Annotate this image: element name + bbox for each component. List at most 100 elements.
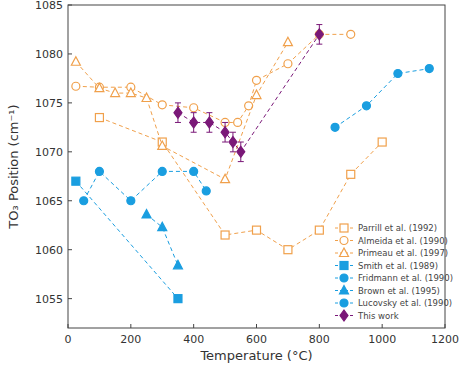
legend-marker (340, 262, 348, 270)
data-point (315, 226, 323, 234)
y-tick-label: 1085 (35, 0, 63, 12)
legend-marker (340, 224, 348, 232)
y-tick-label: 1075 (35, 97, 63, 110)
error-cap (175, 122, 181, 123)
error-cap (222, 142, 228, 143)
legend-marker (340, 237, 348, 245)
y-tick (68, 200, 72, 201)
x-tick (319, 324, 320, 328)
error-cap (191, 132, 197, 133)
data-point (111, 88, 120, 97)
x-tick-label: 0 (65, 333, 72, 346)
data-point (158, 222, 167, 231)
data-point (190, 167, 198, 175)
y-tick-label: 1065 (35, 195, 63, 208)
error-bar (230, 132, 236, 152)
legend-marker (340, 299, 348, 307)
legend: Parrill et al. (1992) Almeida et al. (199… (333, 220, 453, 324)
x-tick-label: 1000 (368, 333, 396, 346)
data-point (173, 260, 182, 269)
legend-label: Lucovsky et al. (1990) (358, 298, 452, 308)
y-tick (68, 102, 72, 103)
data-point (253, 226, 261, 234)
data-point (142, 93, 151, 102)
error-cap (316, 44, 322, 45)
series-line (76, 34, 351, 122)
series-line (335, 69, 429, 128)
data-point (126, 88, 135, 97)
data-point (284, 60, 292, 68)
error-bar (238, 142, 244, 162)
data-point (174, 107, 182, 118)
y-tick (68, 53, 72, 54)
data-point (72, 177, 80, 185)
legend-label: Fridmann et al. (1990) (358, 273, 453, 283)
y-tick (68, 249, 72, 250)
data-point (394, 70, 402, 78)
data-point (221, 127, 229, 138)
data-point (221, 231, 229, 239)
data-point (71, 57, 80, 66)
legend-label: Primeau et al. (1997) (358, 248, 448, 258)
x-tick-label: 600 (246, 333, 267, 346)
data-point (158, 141, 167, 150)
x-tick (256, 324, 257, 328)
data-point (72, 82, 80, 90)
x-tick-label: 800 (309, 333, 330, 346)
x-tick (130, 324, 131, 328)
data-point (283, 37, 292, 46)
y-tick (68, 151, 72, 152)
data-point (190, 104, 198, 112)
data-point (331, 123, 339, 131)
series-line (99, 118, 382, 250)
series-line (76, 42, 288, 179)
legend-label: Brown et al. (1995) (358, 286, 440, 296)
x-tick (68, 324, 69, 328)
error-cap (316, 24, 322, 25)
data-point (253, 76, 261, 84)
series-line (147, 214, 178, 265)
x-tick-label: 400 (183, 333, 204, 346)
data-point (284, 246, 292, 254)
data-point (347, 30, 355, 38)
x-tick (382, 324, 383, 328)
y-tick-label: 1055 (35, 293, 63, 306)
x-axis-label: Temperature (°C) (199, 348, 312, 363)
data-point (158, 167, 166, 175)
y-tick (68, 5, 72, 6)
x-tick-label: 200 (120, 333, 141, 346)
y-tick (68, 298, 72, 299)
error-cap (222, 122, 228, 123)
error-cap (238, 142, 244, 143)
error-bar (222, 122, 228, 142)
data-point (425, 65, 433, 73)
series-line (178, 34, 319, 151)
data-point (347, 170, 355, 178)
data-point (158, 101, 166, 109)
error-bar (191, 113, 197, 133)
data-point (95, 83, 104, 92)
y-tick-label: 1080 (35, 48, 63, 61)
series-line (76, 181, 178, 298)
legend-marker (340, 248, 349, 257)
data-point (205, 117, 213, 128)
x-tick (445, 324, 446, 328)
x-tick (193, 324, 194, 328)
data-point (80, 197, 88, 205)
error-cap (191, 112, 197, 113)
data-point (378, 138, 386, 146)
data-point (95, 167, 103, 175)
y-tick-label: 1060 (35, 244, 63, 257)
data-point (315, 29, 323, 40)
data-point (252, 90, 261, 99)
y-tick-label: 1070 (35, 146, 63, 159)
legend-label: Parrill et al. (1992) (358, 223, 437, 233)
series-line (84, 171, 207, 200)
data-point (190, 117, 198, 128)
error-bar (316, 25, 322, 45)
legend-label: This work (357, 311, 399, 321)
error-cap (175, 102, 181, 103)
legend-label: Almeida et al. (1990) (358, 236, 448, 246)
data-point (237, 146, 245, 157)
legend-label: Smith et al. (1989) (358, 261, 438, 271)
